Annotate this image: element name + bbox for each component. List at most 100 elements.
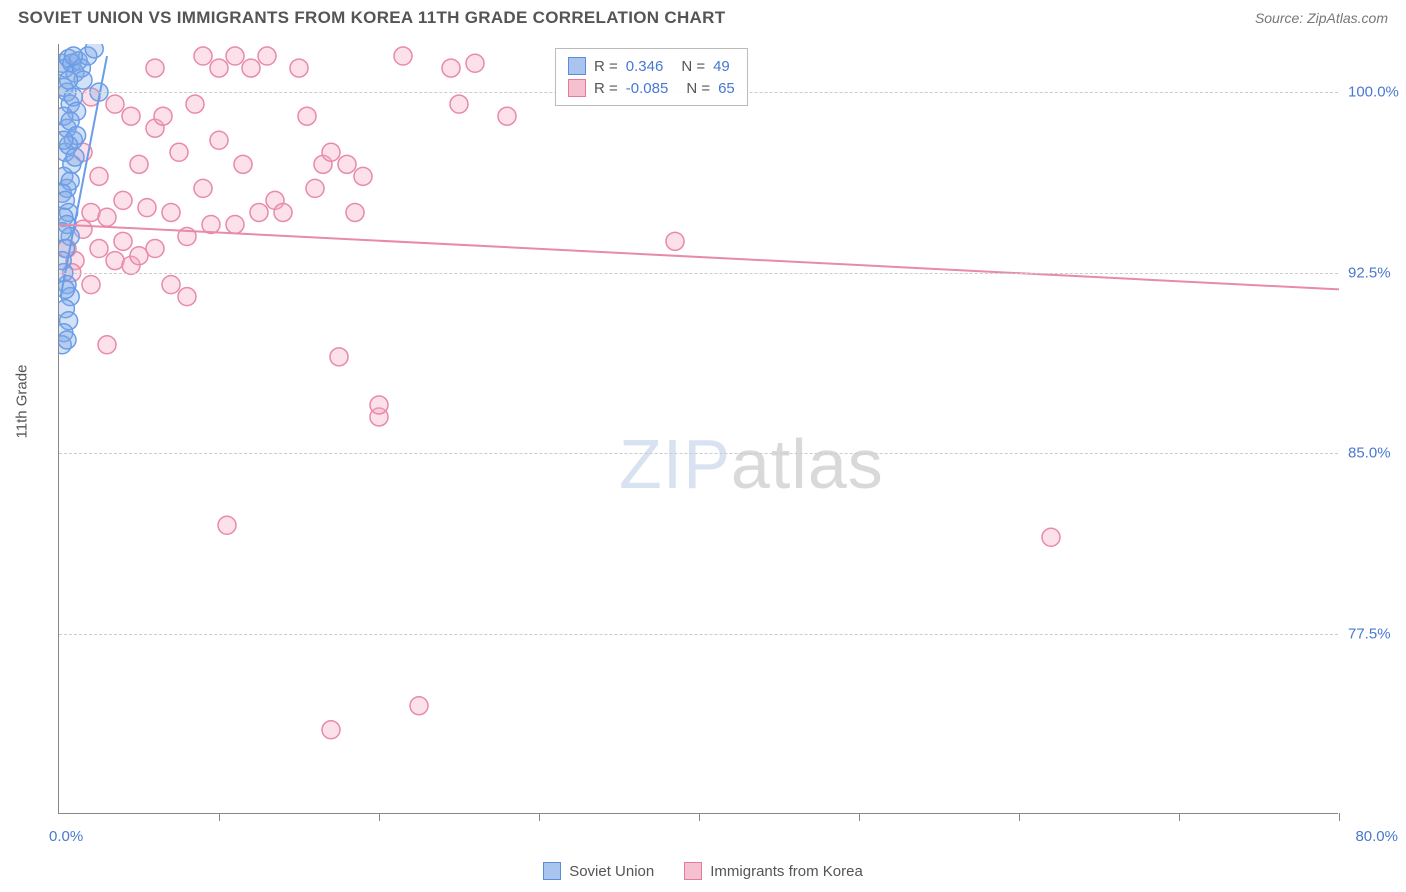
correlation-legend: R = 0.346 N = 49 R = -0.085 N = 65 [555,48,748,106]
scatter-point [330,348,348,366]
scatter-point [59,331,76,349]
x-tick [1019,813,1020,821]
scatter-point [370,396,388,414]
x-tick [219,813,220,821]
legend-swatch-korea-bottom [684,862,702,880]
scatter-point [178,288,196,306]
y-tick-label: 100.0% [1348,84,1406,101]
scatter-point [114,191,132,209]
scatter-point [666,232,684,250]
x-tick [699,813,700,821]
scatter-point [90,167,108,185]
scatter-point [234,155,252,173]
scatter-point [162,203,180,221]
series-legend: Soviet Union Immigrants from Korea [0,862,1406,880]
legend-r-label: R = [594,58,618,75]
y-axis-title: 11th Grade [14,365,31,439]
scatter-point [162,276,180,294]
scatter-point [154,107,172,125]
scatter-point [130,155,148,173]
x-tick [379,813,380,821]
chart-title: SOVIET UNION VS IMMIGRANTS FROM KOREA 11… [18,8,725,28]
scatter-point [226,47,244,65]
scatter-point [82,276,100,294]
legend-n-label: N = [681,58,705,75]
gridline [59,634,1338,635]
gridline [59,273,1338,274]
scatter-point [146,59,164,77]
scatter-point [298,107,316,125]
scatter-point [410,697,428,715]
scatter-point [106,252,124,270]
scatter-point [498,107,516,125]
chart-source: Source: ZipAtlas.com [1255,10,1388,26]
scatter-point [306,179,324,197]
scatter-point [146,240,164,258]
scatter-point [274,203,292,221]
gridline [59,453,1338,454]
x-tick [859,813,860,821]
scatter-point [338,155,356,173]
scatter-point [106,95,124,113]
x-tick [539,813,540,821]
scatter-svg [59,44,1339,814]
scatter-point [466,54,484,72]
legend-n-value-soviet: 49 [713,58,730,75]
legend-item-korea: Immigrants from Korea [684,862,863,880]
plot-area: ZIPatlas 0.0% 80.0% 77.5%85.0%92.5%100.0… [58,44,1338,814]
scatter-point [64,47,82,65]
chart-header: SOVIET UNION VS IMMIGRANTS FROM KOREA 11… [0,0,1406,34]
scatter-point [122,107,140,125]
legend-n-label: N = [686,80,710,97]
scatter-point [202,215,220,233]
scatter-point [85,44,103,58]
legend-r-value-korea: -0.085 [626,80,669,97]
legend-r-value-soviet: 0.346 [626,58,664,75]
legend-row-korea: R = -0.085 N = 65 [568,77,735,99]
legend-swatch-soviet [568,57,586,75]
x-tick [1339,813,1340,821]
scatter-point [346,203,364,221]
y-tick-label: 85.0% [1348,445,1406,462]
scatter-point [210,131,228,149]
y-tick-label: 92.5% [1348,264,1406,281]
legend-item-soviet: Soviet Union [543,862,654,880]
trendline [59,224,1339,289]
legend-label-soviet: Soviet Union [569,863,654,880]
scatter-point [194,179,212,197]
legend-swatch-korea [568,79,586,97]
scatter-point [194,47,212,65]
x-tick [1179,813,1180,821]
scatter-point [354,167,372,185]
scatter-point [322,143,340,161]
y-tick-label: 77.5% [1348,625,1406,642]
scatter-point [98,336,116,354]
scatter-point [98,208,116,226]
scatter-point [60,71,78,89]
legend-row-soviet: R = 0.346 N = 49 [568,55,735,77]
scatter-point [290,59,308,77]
x-axis-min-label: 0.0% [49,828,83,845]
scatter-point [218,516,236,534]
legend-r-label: R = [594,80,618,97]
scatter-point [226,215,244,233]
scatter-point [1042,528,1060,546]
scatter-point [450,95,468,113]
scatter-point [82,203,100,221]
scatter-point [114,232,132,250]
scatter-point [186,95,204,113]
scatter-point [170,143,188,161]
legend-label-korea: Immigrants from Korea [710,863,863,880]
scatter-point [250,203,268,221]
scatter-point [442,59,460,77]
scatter-point [210,59,228,77]
x-axis-max-label: 80.0% [1355,828,1398,845]
legend-swatch-soviet-bottom [543,862,561,880]
scatter-point [322,721,340,739]
chart-container: ZIPatlas 0.0% 80.0% 77.5%85.0%92.5%100.0… [58,44,1338,814]
legend-n-value-korea: 65 [718,80,735,97]
scatter-point [66,148,84,166]
scatter-point [258,47,276,65]
scatter-point [242,59,260,77]
scatter-point [90,240,108,258]
